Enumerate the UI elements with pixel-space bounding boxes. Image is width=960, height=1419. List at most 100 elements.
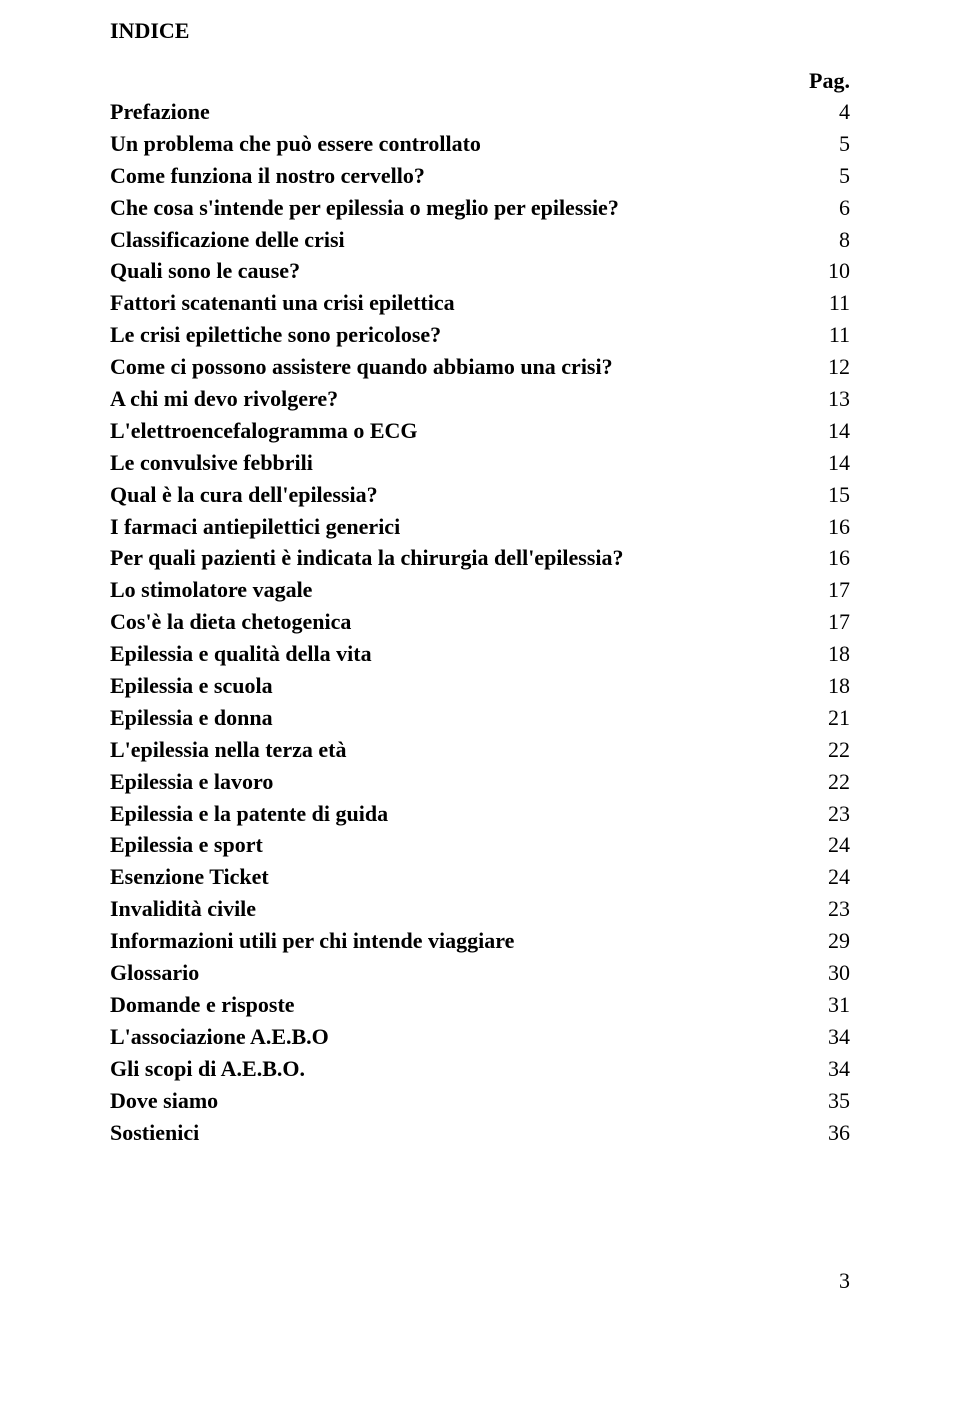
toc-entry-page: 11 bbox=[794, 287, 850, 319]
toc-entry-label: Qual è la cura dell'epilessia? bbox=[110, 479, 378, 511]
toc-entry-page: 21 bbox=[794, 702, 850, 734]
toc-entry-label: Per quali pazienti è indicata la chirurg… bbox=[110, 542, 624, 574]
toc-entry-page: 23 bbox=[794, 798, 850, 830]
toc-entry-label: Cos'è la dieta chetogenica bbox=[110, 606, 351, 638]
toc-row: Glossario 30 bbox=[110, 957, 850, 989]
toc-entry-page: 5 bbox=[794, 128, 850, 160]
toc-entry-label: Informazioni utili per chi intende viagg… bbox=[110, 925, 514, 957]
toc-entry-label: Le convulsive febbrili bbox=[110, 447, 313, 479]
page-column-header: Pag. bbox=[809, 68, 850, 94]
toc-entry-label: Classificazione delle crisi bbox=[110, 224, 345, 256]
toc-row: Epilessia e lavoro 22 bbox=[110, 766, 850, 798]
toc-entry-page: 22 bbox=[794, 766, 850, 798]
toc-entry-label: Domande e risposte bbox=[110, 989, 295, 1021]
toc-entry-label: Epilessia e la patente di guida bbox=[110, 798, 388, 830]
toc-entry-label: Glossario bbox=[110, 957, 199, 989]
toc-entry-page: 31 bbox=[794, 989, 850, 1021]
toc-entry-label: I farmaci antiepilettici generici bbox=[110, 511, 400, 543]
toc-row: Sostienici 36 bbox=[110, 1117, 850, 1149]
toc-entry-page: 34 bbox=[794, 1021, 850, 1053]
toc-row: Prefazione4 bbox=[110, 96, 850, 128]
toc-entry-page: 35 bbox=[794, 1085, 850, 1117]
toc-row: Le convulsive febbrili 14 bbox=[110, 447, 850, 479]
toc-row: Come ci possono assistere quando abbiamo… bbox=[110, 351, 850, 383]
toc-entry-page: 23 bbox=[794, 893, 850, 925]
toc-entry-page: 6 bbox=[794, 192, 850, 224]
toc-entry-label: Le crisi epilettiche sono pericolose? bbox=[110, 319, 441, 351]
toc-entry-page: 24 bbox=[794, 829, 850, 861]
toc-row: Che cosa s'intende per epilessia o megli… bbox=[110, 192, 850, 224]
toc-entry-page: 17 bbox=[794, 574, 850, 606]
toc-row: A chi mi devo rivolgere? 13 bbox=[110, 383, 850, 415]
toc-entry-page: 14 bbox=[794, 415, 850, 447]
toc-entry-label: Un problema che può essere controllato bbox=[110, 128, 481, 160]
toc-row: L'elettroencefalogramma o ECG 14 bbox=[110, 415, 850, 447]
toc-entry-label: L'associazione A.E.B.O bbox=[110, 1021, 329, 1053]
toc-row: Come funziona il nostro cervello? 5 bbox=[110, 160, 850, 192]
toc-row: Gli scopi di A.E.B.O. 34 bbox=[110, 1053, 850, 1085]
toc-entry-page: 13 bbox=[794, 383, 850, 415]
toc-row: Epilessia e sport 24 bbox=[110, 829, 850, 861]
toc-entry-label: Che cosa s'intende per epilessia o megli… bbox=[110, 192, 619, 224]
toc-entry-label: Quali sono le cause? bbox=[110, 255, 300, 287]
toc-entry-label: A chi mi devo rivolgere? bbox=[110, 383, 338, 415]
toc-entry-label: Epilessia e donna bbox=[110, 702, 273, 734]
toc-row: Classificazione delle crisi 8 bbox=[110, 224, 850, 256]
toc-row: Le crisi epilettiche sono pericolose? 11 bbox=[110, 319, 850, 351]
toc-row: Epilessia e scuola 18 bbox=[110, 670, 850, 702]
toc-row: Informazioni utili per chi intende viagg… bbox=[110, 925, 850, 957]
toc-row: Epilessia e qualità della vita 18 bbox=[110, 638, 850, 670]
toc-entry-page: 4 bbox=[794, 96, 850, 128]
toc-row: L'associazione A.E.B.O 34 bbox=[110, 1021, 850, 1053]
toc-entry-label: Epilessia e lavoro bbox=[110, 766, 273, 798]
toc-entry-page: 11 bbox=[794, 319, 850, 351]
toc-row: L'epilessia nella terza età 22 bbox=[110, 734, 850, 766]
toc-entry-label: L'elettroencefalogramma o ECG bbox=[110, 415, 418, 447]
toc-entry-page: 10 bbox=[794, 255, 850, 287]
toc-entry-label: Lo stimolatore vagale bbox=[110, 574, 312, 606]
toc-entry-page: 30 bbox=[794, 957, 850, 989]
toc-row: Epilessia e donna 21 bbox=[110, 702, 850, 734]
toc-row: Esenzione Ticket24 bbox=[110, 861, 850, 893]
toc-entry-page: 18 bbox=[794, 670, 850, 702]
toc-row: Per quali pazienti è indicata la chirurg… bbox=[110, 542, 850, 574]
page-column-header-row: Pag. bbox=[110, 68, 850, 94]
toc-entry-label: Sostienici bbox=[110, 1117, 199, 1149]
toc-entry-page: 36 bbox=[794, 1117, 850, 1149]
toc-entry-page: 12 bbox=[794, 351, 850, 383]
index-heading: INDICE bbox=[110, 18, 850, 44]
page-number: 3 bbox=[110, 1268, 850, 1294]
toc-entry-page: 8 bbox=[794, 224, 850, 256]
table-of-contents: Prefazione4Un problema che può essere co… bbox=[110, 96, 850, 1148]
toc-entry-label: Come funziona il nostro cervello? bbox=[110, 160, 425, 192]
toc-entry-label: Gli scopi di A.E.B.O. bbox=[110, 1053, 305, 1085]
toc-entry-label: Epilessia e scuola bbox=[110, 670, 273, 702]
toc-entry-page: 34 bbox=[794, 1053, 850, 1085]
toc-row: Invalidità civile 23 bbox=[110, 893, 850, 925]
toc-entry-label: L'epilessia nella terza età bbox=[110, 734, 346, 766]
toc-entry-page: 29 bbox=[794, 925, 850, 957]
toc-entry-page: 22 bbox=[794, 734, 850, 766]
toc-entry-page: 16 bbox=[794, 542, 850, 574]
toc-row: Un problema che può essere controllato 5 bbox=[110, 128, 850, 160]
toc-entry-page: 18 bbox=[794, 638, 850, 670]
page-container: INDICE Pag. Prefazione4Un problema che p… bbox=[0, 0, 960, 1334]
toc-entry-label: Dove siamo bbox=[110, 1085, 218, 1117]
toc-row: I farmaci antiepilettici generici 16 bbox=[110, 511, 850, 543]
toc-row: Lo stimolatore vagale 17 bbox=[110, 574, 850, 606]
toc-row: Fattori scatenanti una crisi epilettica 1… bbox=[110, 287, 850, 319]
toc-entry-label: Epilessia e qualità della vita bbox=[110, 638, 372, 670]
toc-row: Dove siamo 35 bbox=[110, 1085, 850, 1117]
toc-entry-label: Invalidità civile bbox=[110, 893, 256, 925]
toc-row: Quali sono le cause? 10 bbox=[110, 255, 850, 287]
toc-entry-label: Fattori scatenanti una crisi epilettica bbox=[110, 287, 455, 319]
toc-entry-page: 5 bbox=[794, 160, 850, 192]
toc-entry-label: Epilessia e sport bbox=[110, 829, 263, 861]
toc-row: Cos'è la dieta chetogenica 17 bbox=[110, 606, 850, 638]
toc-entry-page: 16 bbox=[794, 511, 850, 543]
toc-entry-label: Come ci possono assistere quando abbiamo… bbox=[110, 351, 613, 383]
toc-entry-page: 17 bbox=[794, 606, 850, 638]
toc-row: Qual è la cura dell'epilessia?15 bbox=[110, 479, 850, 511]
toc-entry-page: 14 bbox=[794, 447, 850, 479]
toc-entry-label: Esenzione Ticket bbox=[110, 861, 269, 893]
